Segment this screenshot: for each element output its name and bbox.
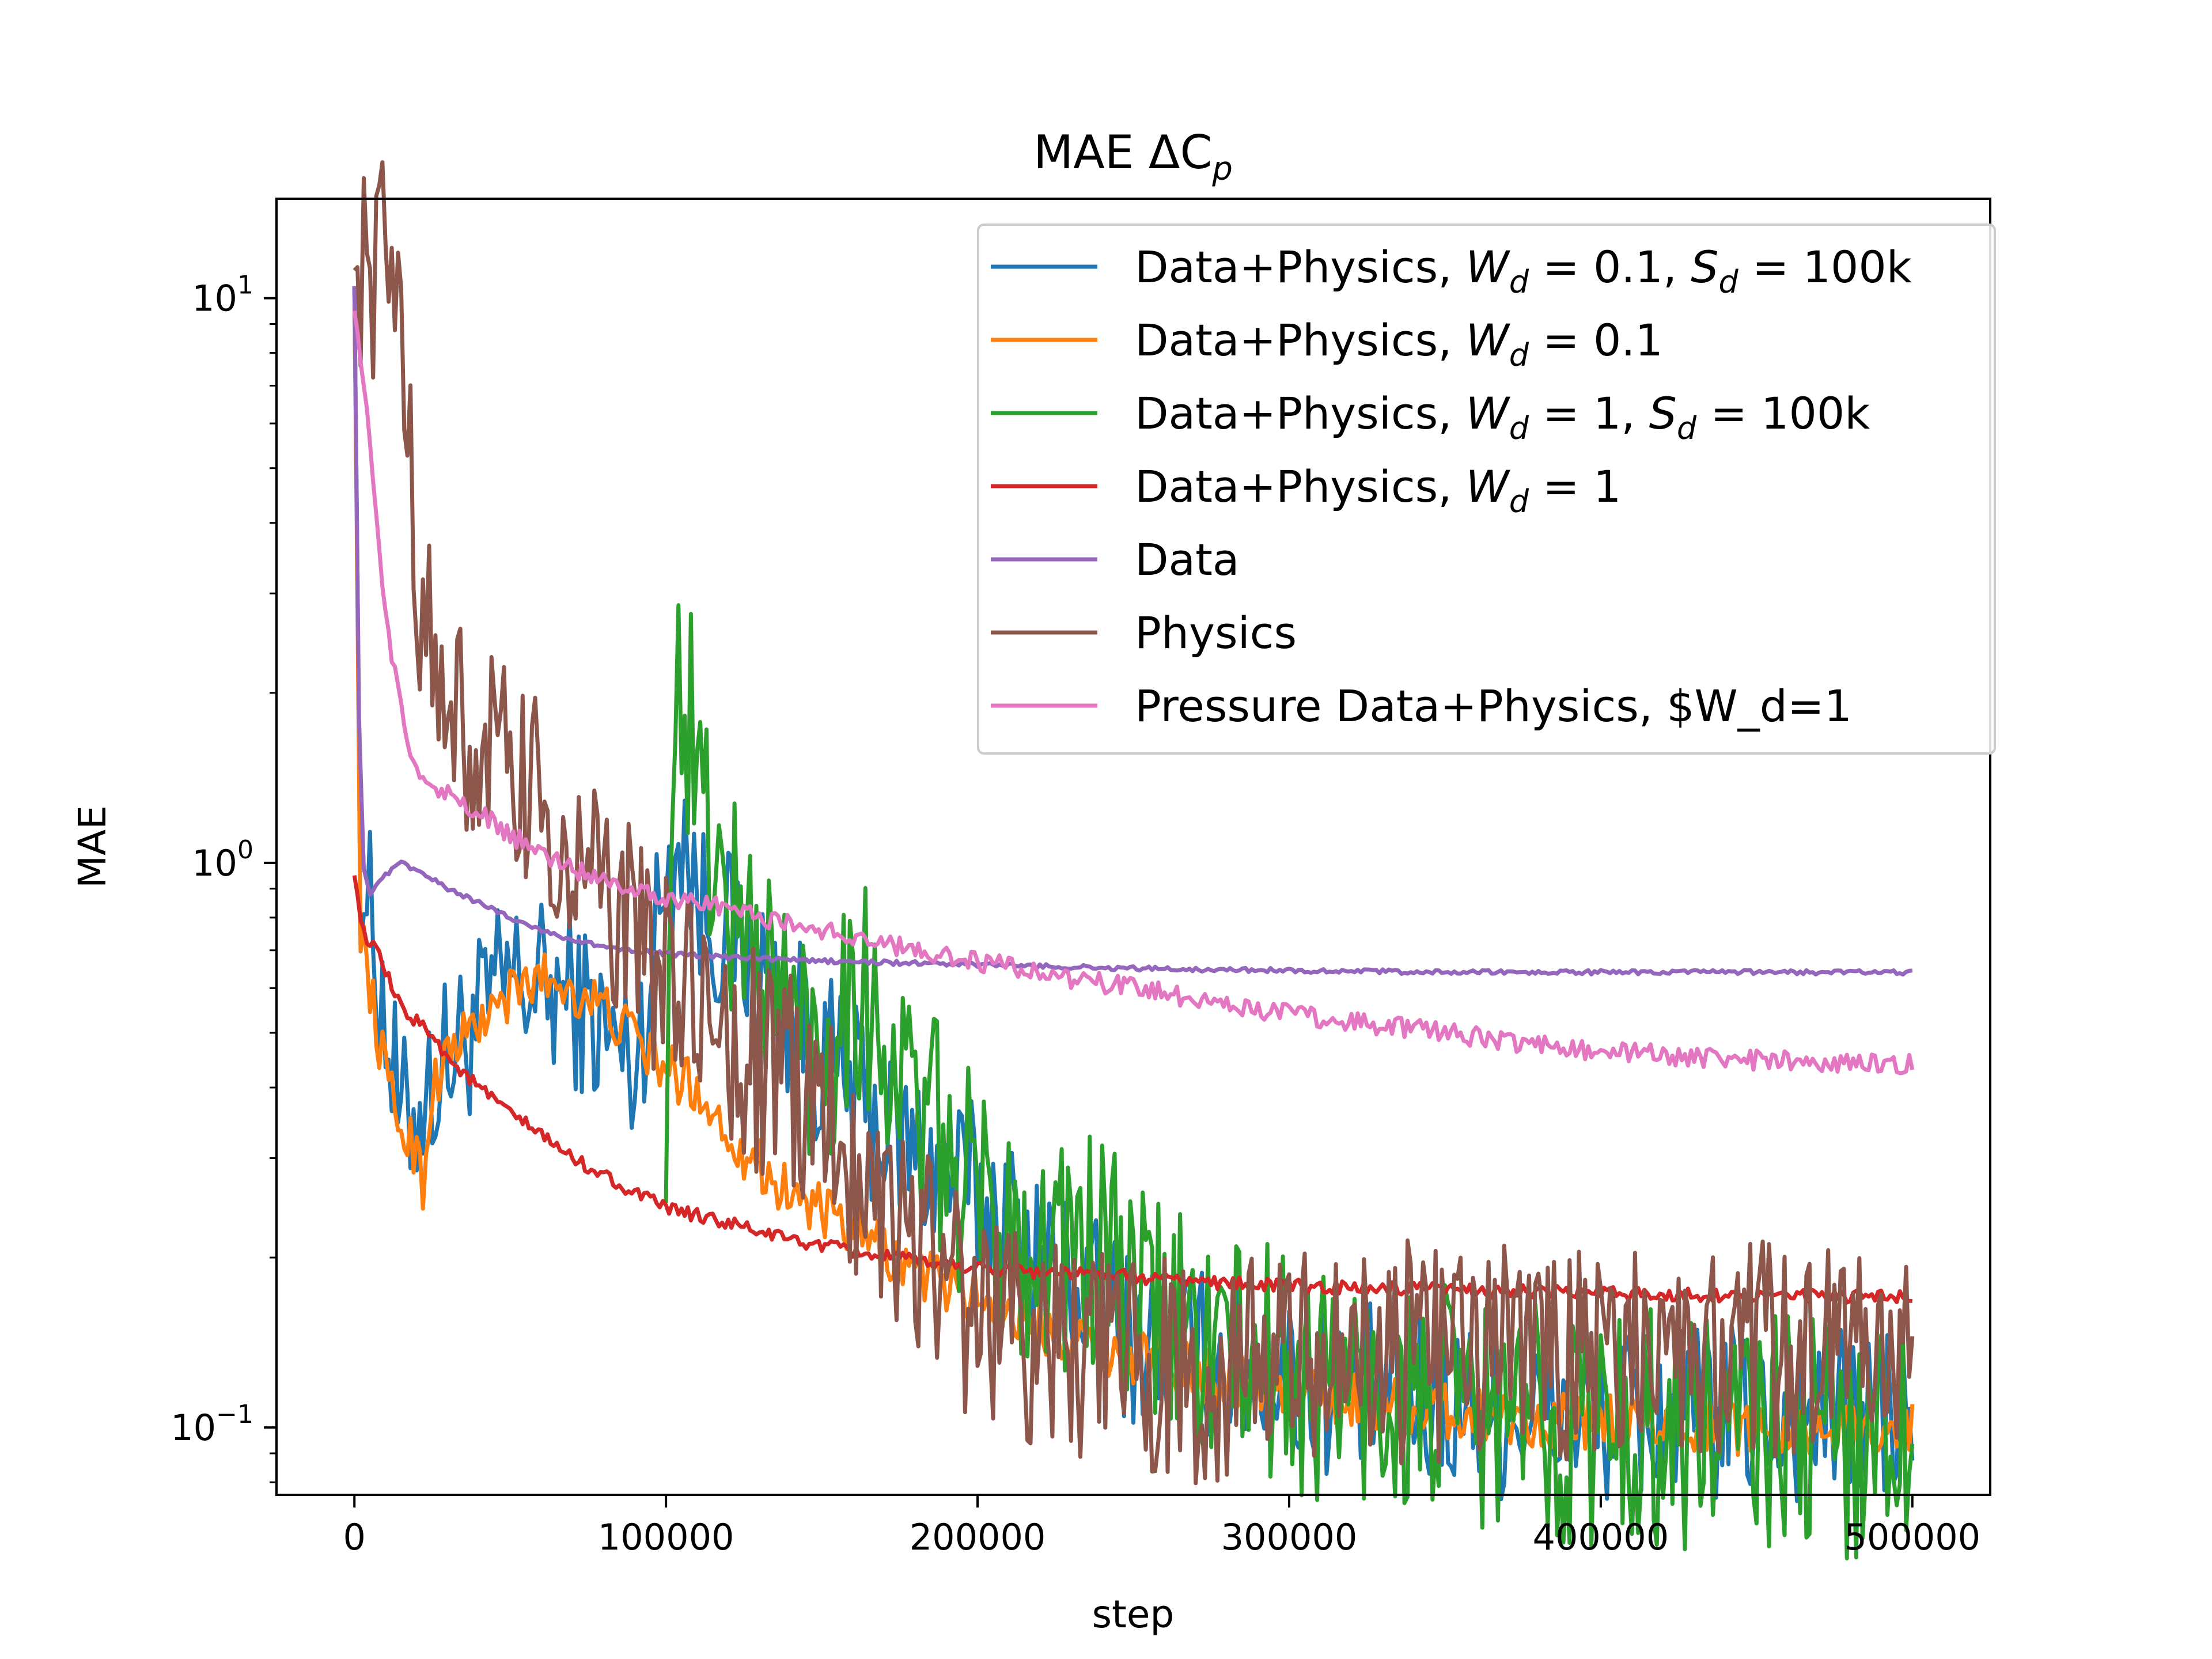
legend-label-part: Physics [1135, 607, 1297, 658]
legend-label-part: W [1466, 461, 1511, 512]
legend-label-part: W [1466, 315, 1511, 366]
legend-label-part: d [1509, 337, 1529, 373]
legend-label-part: Data+Physics, [1135, 315, 1466, 366]
y-tick-label: 10−1 [171, 1400, 253, 1449]
y-tick-exponent: −1 [216, 1400, 253, 1429]
legend-label-part: Data [1135, 534, 1239, 585]
x-axis-label: step [1092, 1592, 1175, 1637]
legend-label-part: = 0.1 [1529, 315, 1663, 366]
legend-label-part: d [1509, 264, 1529, 300]
x-tick-label: 200000 [910, 1516, 1046, 1558]
y-tick-label: 100 [192, 835, 253, 884]
y-tick-base: 10 [192, 278, 237, 320]
legend-label-1: Data+Physics, Wd = 0.1 [1135, 315, 1663, 373]
legend-label-part: Data+Physics, [1135, 461, 1466, 512]
x-tick-label: 400000 [1533, 1516, 1669, 1558]
y-tick-label: 101 [192, 271, 253, 320]
legend-label-3: Data+Physics, Wd = 1 [1135, 461, 1621, 520]
legend-label-6: Pressure Data+Physics, $W_d=1 [1135, 680, 1852, 732]
y-tick-base: 10 [192, 842, 237, 884]
legend-label-part: d [1677, 410, 1697, 446]
x-axis: 0 100000 200000 300000 400000 500000 [343, 1495, 1980, 1558]
legend-label-5: Physics [1135, 607, 1297, 658]
legend-label-part: W [1466, 241, 1511, 293]
legend-label-2: Data+Physics, Wd = 1, Sd = 100k [1135, 388, 1870, 446]
legend-label-4: Data [1135, 534, 1239, 585]
y-tick-exponent: 0 [237, 835, 253, 865]
series-lines [352, 160, 1915, 1560]
y-axis-label: MAE [70, 805, 115, 888]
legend-label-part: = 100k [1738, 241, 1912, 293]
legend-label-part: S [1691, 241, 1718, 293]
legend-label-part: = 1, [1529, 388, 1649, 439]
x-tick-label: 100000 [598, 1516, 734, 1558]
series-line-5 [353, 160, 1915, 1486]
y-tick-exponent: 1 [237, 271, 253, 300]
legend: Data+Physics, Wd = 0.1, Sd = 100kData+Ph… [977, 224, 1996, 755]
legend-label-part: W [1466, 388, 1511, 439]
legend-label-part: d [1509, 483, 1529, 520]
legend-label-part: = 1 [1529, 461, 1621, 512]
x-tick-label: 0 [343, 1516, 366, 1558]
chart-title: MAE ΔCp [1033, 126, 1233, 188]
legend-label-0: Data+Physics, Wd = 0.1, Sd = 100k [1135, 241, 1912, 300]
y-tick-base: 10 [171, 1407, 216, 1449]
legend-label-part: Pressure Data+Physics, $W_d=1 [1135, 680, 1852, 732]
legend-label-part: Data+Physics, [1135, 388, 1466, 439]
x-tick-label: 300000 [1221, 1516, 1358, 1558]
legend-label-part: = 100k [1696, 388, 1870, 439]
legend-box [977, 224, 1996, 755]
series-line-6 [352, 310, 1915, 1075]
x-tick-label: 500000 [1844, 1516, 1980, 1558]
legend-label-part: = 0.1, [1529, 241, 1691, 293]
legend-label-part: d [1509, 410, 1529, 446]
plot-frame [275, 198, 1991, 1496]
legend-label-part: Data+Physics, [1135, 241, 1466, 293]
legend-label-part: S [1649, 388, 1677, 439]
legend-label-part: d [1718, 264, 1738, 300]
